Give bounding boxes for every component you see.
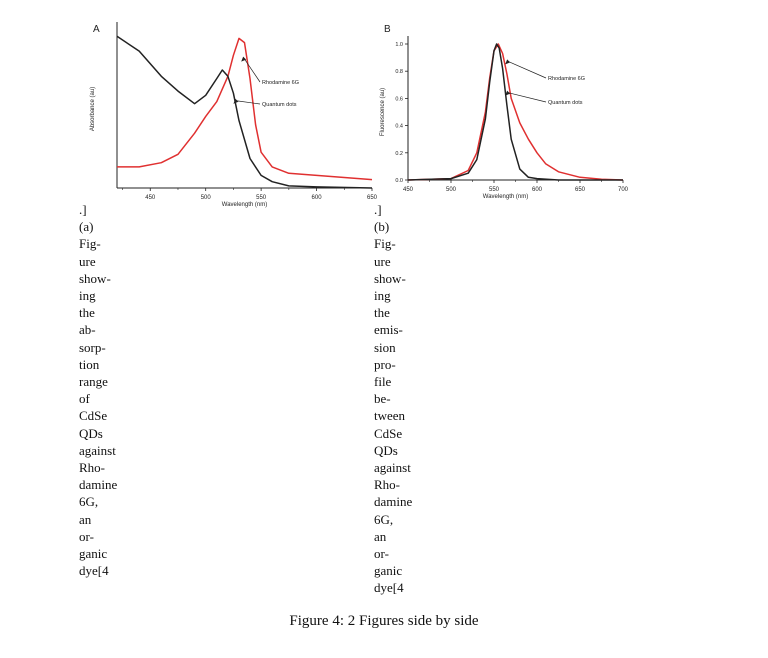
caption-line: ab- — [79, 322, 96, 338]
caption-line: Rho- — [374, 477, 400, 493]
caption-line: Fig- — [374, 236, 396, 252]
series-line-quantum-dots — [116, 35, 373, 189]
series-line-rhodamine — [117, 37, 373, 181]
caption-sub-label: (b) — [374, 219, 390, 235]
caption-line: be- — [374, 391, 391, 407]
series-line-quantum-dots — [407, 43, 623, 181]
caption-line: ure — [79, 253, 96, 269]
caption-line: show- — [374, 270, 406, 286]
caption-line: ing — [374, 288, 391, 304]
absorption-chart: A 450 500 550 600 650 Wavelength (nm) Absorbanc… — [90, 22, 378, 208]
annotation-arrowhead — [233, 98, 239, 104]
y-tick-label: 0.8 — [395, 69, 403, 75]
x-tick-label: 500 — [201, 195, 212, 201]
caption-line: dye[4 — [374, 580, 404, 596]
caption-line: sion — [374, 339, 396, 355]
x-tick-label: 650 — [367, 195, 378, 201]
caption-sub-label: (a) — [79, 219, 94, 235]
caption-line: CdSe — [374, 425, 403, 441]
caption-line: Rho- — [79, 460, 105, 476]
legend-label: Quantum dots — [548, 100, 583, 106]
caption-bracket: .] — [79, 202, 87, 217]
subfigure-caption-b: .] (b) Fig-ure show-ing the emis-sion pro-fi… — [374, 201, 412, 597]
caption-line: tween — [374, 408, 406, 424]
x-tick-label: 650 — [575, 187, 586, 193]
caption-line: sorp- — [79, 339, 106, 355]
caption-line: show- — [79, 270, 111, 286]
y-tick-label: 1.0 — [395, 42, 403, 48]
caption-bracket: .] — [374, 202, 382, 217]
x-tick-label: 450 — [403, 187, 414, 193]
y-tick-label: 0.6 — [395, 96, 403, 102]
annotation-arrow — [508, 92, 547, 103]
series-line-rhodamine — [407, 43, 624, 181]
caption-line: against — [79, 442, 116, 458]
x-tick-label: 600 — [312, 195, 323, 201]
figure-caption: Figure 4: 2 Figures side by side — [289, 613, 479, 629]
caption-line: against — [374, 460, 411, 476]
caption-line: ganic — [374, 563, 403, 579]
caption-line: file — [374, 374, 392, 390]
y-axis-label: Absorbance (au) — [90, 87, 96, 131]
caption-line: QDs — [79, 425, 103, 441]
caption-line: Fig- — [79, 236, 101, 252]
y-tick-label: 0.2 — [395, 151, 403, 157]
caption-line: range — [79, 374, 108, 390]
x-tick-label: 600 — [532, 187, 543, 193]
panel-letter: B — [384, 24, 391, 35]
x-tick-label: 550 — [489, 187, 500, 193]
annotation-arrow — [243, 58, 261, 83]
annotation-arrow — [236, 100, 261, 105]
caption-line: damine — [374, 494, 413, 510]
caption-line: an — [374, 528, 387, 544]
annotation-arrowhead — [505, 90, 511, 96]
x-axis-label: Wavelength (nm) — [483, 194, 528, 200]
annotation-arrowhead — [505, 59, 511, 65]
y-axis-label: Fluorescence (au) — [380, 88, 386, 136]
caption-line: or- — [374, 546, 389, 562]
caption-line: 6G, — [374, 511, 394, 527]
x-axis-label: Wavelength (nm) — [222, 202, 267, 208]
caption-line: or- — [79, 528, 94, 544]
caption-line: emis- — [374, 322, 403, 338]
caption-line: ing — [79, 288, 96, 304]
caption-line: an — [79, 511, 92, 527]
caption-line: QDs — [374, 442, 398, 458]
emission-chart: B 450 500 550 600 650 700 0.0 0.2 0.4 0.6 0.8 1.0 Wav… — [380, 24, 629, 200]
y-tick-label: 0.0 — [395, 178, 403, 184]
caption-line: ganic — [79, 546, 108, 562]
caption-line: damine — [79, 477, 118, 493]
caption-line: tion — [79, 356, 100, 372]
legend-label: Rhodamine 6G — [262, 80, 299, 86]
x-tick-label: 700 — [618, 187, 629, 193]
annotation-arrow — [508, 61, 547, 79]
subfigure-caption-a: .] (a) Fig-ure show-ing the ab-sorp-tion ran… — [79, 201, 117, 579]
legend-label: Quantum dots — [262, 102, 297, 108]
panel-letter: A — [93, 24, 100, 35]
caption-line: ure — [374, 253, 391, 269]
caption-line: pro- — [374, 356, 396, 372]
annotation-arrowhead — [241, 56, 247, 62]
x-tick-label: 450 — [145, 195, 156, 201]
caption-line: the — [79, 305, 95, 321]
caption-line: the — [374, 305, 390, 321]
caption-line: of — [79, 391, 90, 407]
y-tick-label: 0.4 — [395, 124, 403, 130]
caption-line: CdSe — [79, 408, 108, 424]
caption-line: dye[4 — [79, 563, 109, 579]
legend-label: Rhodamine 6G — [548, 76, 585, 82]
caption-line: 6G, — [79, 494, 99, 510]
x-tick-label: 500 — [446, 187, 457, 193]
x-tick-label: 550 — [256, 195, 267, 201]
